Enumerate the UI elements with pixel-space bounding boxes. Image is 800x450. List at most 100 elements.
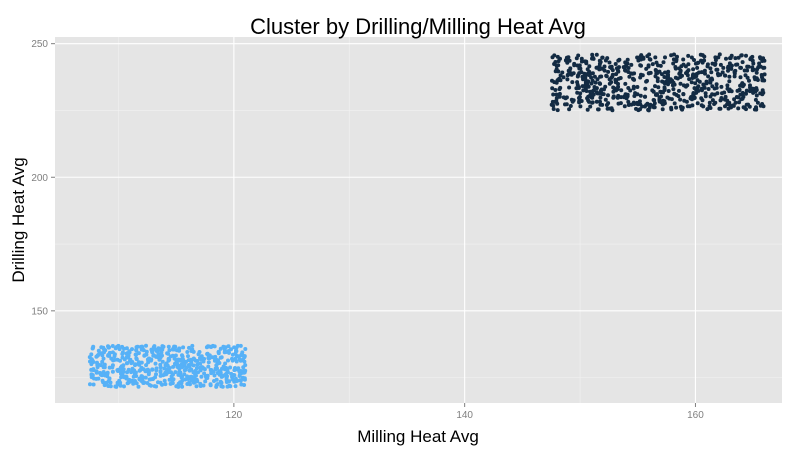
data-point [118, 365, 123, 370]
data-point [133, 362, 138, 367]
data-point [720, 70, 725, 75]
data-point [215, 382, 220, 387]
data-point [666, 77, 671, 82]
data-point [194, 373, 198, 378]
data-point [583, 82, 588, 87]
data-point [733, 68, 738, 73]
data-point [725, 83, 730, 88]
data-point [588, 89, 593, 94]
data-point [219, 355, 224, 360]
data-point [650, 62, 655, 67]
data-point [112, 352, 117, 357]
data-point [699, 86, 704, 91]
data-point [180, 365, 184, 370]
data-point [729, 63, 734, 68]
data-point [618, 76, 623, 80]
data-point [723, 73, 727, 78]
data-point [659, 100, 664, 105]
data-point [706, 87, 711, 91]
data-point [553, 69, 558, 74]
data-point [160, 344, 165, 349]
data-point [709, 70, 714, 75]
data-point [168, 381, 173, 386]
data-point [242, 355, 247, 360]
data-point [102, 383, 107, 388]
data-point [226, 358, 230, 363]
data-point [586, 79, 591, 84]
data-point [713, 62, 717, 67]
data-point [159, 350, 164, 355]
data-point [125, 361, 130, 366]
data-point [587, 99, 591, 104]
data-point [751, 61, 756, 66]
data-point [760, 92, 765, 97]
data-point [680, 73, 684, 78]
data-point [151, 353, 156, 358]
data-point [594, 52, 599, 57]
data-point [107, 345, 112, 350]
data-point [665, 73, 670, 78]
data-point [615, 95, 620, 100]
data-point [740, 90, 745, 95]
data-point [180, 384, 185, 389]
data-point [188, 375, 193, 379]
data-point [729, 66, 734, 71]
data-point [119, 371, 123, 376]
data-point [655, 92, 660, 97]
data-point [678, 81, 683, 86]
data-point [567, 71, 572, 76]
data-point [673, 75, 678, 80]
data-point [186, 354, 190, 359]
x-tick-label: 140 [456, 410, 473, 421]
data-point [704, 79, 709, 84]
data-point [230, 372, 235, 377]
data-point [678, 68, 683, 73]
data-point [103, 373, 107, 378]
data-point [227, 383, 232, 388]
data-point [187, 368, 192, 373]
data-point [152, 344, 157, 349]
data-point [167, 366, 172, 370]
data-point [614, 66, 619, 71]
data-point [577, 99, 582, 104]
data-point [218, 379, 223, 384]
data-point [89, 362, 94, 367]
data-point [171, 364, 176, 369]
data-point [149, 377, 153, 382]
data-point [169, 374, 174, 379]
data-point [738, 75, 743, 80]
data-point [603, 97, 608, 102]
data-point [187, 345, 191, 350]
x-axis-title: Milling Heat Avg [357, 427, 479, 446]
data-point [643, 86, 648, 91]
data-point [626, 70, 631, 74]
data-point [156, 346, 161, 351]
data-point [739, 97, 744, 102]
data-point [222, 350, 227, 355]
data-point [195, 379, 200, 384]
data-point [148, 357, 153, 362]
data-point [671, 57, 676, 62]
data-point [744, 88, 749, 93]
data-point [243, 347, 248, 351]
data-point [113, 384, 118, 389]
data-point [744, 91, 748, 96]
data-point [645, 54, 650, 59]
data-point [119, 375, 124, 380]
data-point [695, 101, 700, 106]
data-point [569, 97, 574, 102]
data-point [178, 380, 183, 385]
data-point [646, 71, 651, 76]
data-point [555, 54, 560, 59]
data-point [134, 352, 139, 357]
data-point [153, 361, 158, 366]
data-point [646, 63, 651, 68]
data-point [683, 84, 688, 89]
data-point [757, 61, 762, 66]
data-point [671, 61, 676, 66]
data-point [672, 101, 677, 106]
data-point [586, 72, 591, 77]
data-point [747, 78, 751, 83]
data-points [87, 52, 767, 389]
data-point [550, 86, 555, 91]
